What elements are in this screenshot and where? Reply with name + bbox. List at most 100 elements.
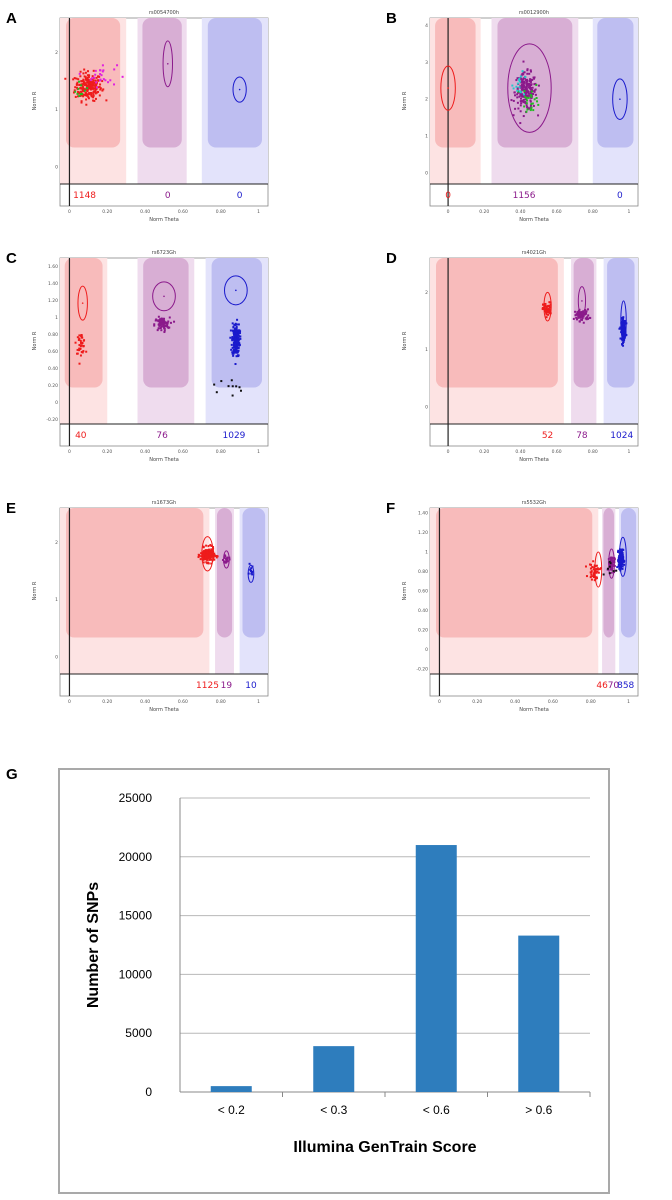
data-point-cyan — [511, 84, 514, 87]
genotype-count-blue: 10 — [245, 681, 257, 691]
data-point-purple — [525, 91, 528, 94]
x-tick-label: > 0.6 — [525, 1103, 552, 1117]
y-tick-label: 1.20 — [418, 530, 428, 536]
genotype-count-red: 52 — [542, 431, 553, 441]
data-point-blue — [619, 567, 622, 570]
y-tick-label: 1.60 — [48, 264, 58, 270]
data-point-purple — [578, 320, 581, 323]
data-point-black — [606, 567, 609, 570]
data-point-red — [75, 83, 78, 86]
data-point-purple — [531, 93, 534, 96]
data-point-green — [74, 90, 77, 93]
x-tick-label: 0.80 — [586, 699, 596, 705]
panel-label-a: A — [6, 10, 17, 27]
data-point-purple — [533, 76, 536, 79]
data-point-purple — [525, 92, 528, 95]
data-point-blue — [618, 548, 621, 551]
data-point-blue — [248, 562, 251, 565]
bar — [210, 1086, 252, 1092]
data-point-blue — [621, 560, 624, 563]
data-point-purple — [583, 312, 586, 315]
data-point-red — [80, 100, 83, 103]
data-point-purple — [166, 322, 169, 325]
scatter-plot-a: rs0054700h 0 1 2 0 0.20 0.40 0.60 0.80 1 Norm Thet… — [28, 8, 274, 230]
y-tick-label: 1 — [55, 597, 58, 603]
data-point-blue — [237, 339, 240, 342]
data-point-red — [89, 80, 92, 83]
data-point-red — [216, 555, 219, 558]
data-point-purple — [522, 60, 525, 63]
data-point-purple — [157, 323, 160, 326]
data-point-purple — [525, 78, 528, 81]
data-point-purple — [520, 74, 523, 77]
data-point-purple — [579, 316, 582, 319]
data-point-red — [209, 543, 212, 546]
data-point-purple — [533, 83, 536, 86]
data-point-red — [591, 566, 594, 569]
y-tick-label: 1 — [425, 549, 428, 555]
scatter-svg: rs4021Gh 0 1 2 0 0.20 0.40 0.60 0.80 1 Norm Theta N… — [402, 250, 639, 463]
cluster-ellipse-purple — [507, 43, 552, 133]
data-point-red — [590, 573, 593, 576]
data-point-blue — [622, 327, 625, 330]
x-axis-label: Norm Theta — [149, 217, 179, 223]
data-point-red — [205, 553, 208, 556]
data-point-blue — [236, 344, 239, 347]
data-point-red — [592, 575, 595, 578]
x-axis-label: Norm Theta — [149, 707, 179, 713]
panel-label-d: D — [386, 250, 397, 267]
data-point-red — [92, 94, 95, 97]
data-point-red — [83, 81, 86, 84]
data-point-red — [85, 93, 88, 96]
data-point-purple — [530, 83, 533, 86]
data-point-purple — [526, 82, 529, 85]
data-point-red — [101, 80, 104, 83]
data-point-red — [205, 561, 208, 564]
data-point-red — [90, 86, 93, 89]
data-point-cyan — [516, 89, 519, 92]
data-point-red — [547, 304, 550, 307]
data-point-black — [608, 572, 611, 575]
data-point-purple — [529, 99, 532, 102]
data-point-purple — [510, 99, 513, 102]
data-point-black — [231, 394, 234, 397]
data-point-green — [530, 102, 533, 105]
data-point-red — [98, 94, 101, 97]
x-tick-label: 0 — [68, 699, 71, 705]
y-tick-label: 15000 — [119, 909, 153, 923]
data-point-magenta — [78, 72, 81, 75]
data-point-blue — [235, 340, 238, 343]
data-point-blue — [620, 331, 623, 334]
data-point-blue — [234, 349, 237, 352]
data-point-blue — [235, 339, 238, 342]
data-point-red — [86, 76, 89, 79]
panel-label-e: E — [6, 500, 17, 517]
x-tick-label: 1 — [257, 699, 260, 705]
data-point-purple — [575, 316, 578, 319]
x-tick-label: 0.40 — [140, 209, 150, 215]
data-point-red — [201, 554, 204, 557]
data-point-blue — [620, 560, 623, 563]
data-point-green — [83, 89, 86, 92]
x-tick-label: 0 — [447, 209, 450, 215]
data-point-red — [102, 88, 105, 91]
data-point-red — [82, 72, 85, 75]
data-point-red — [92, 84, 95, 87]
data-point-blue — [621, 326, 624, 329]
data-point-blue — [623, 323, 626, 326]
data-point-blue — [619, 569, 622, 572]
x-tick-label: 0.80 — [216, 449, 226, 455]
data-point-red — [590, 563, 593, 566]
data-point-blue — [251, 565, 254, 568]
data-point-red — [95, 76, 98, 79]
data-point-blue — [236, 318, 239, 321]
data-point-red — [81, 342, 84, 345]
data-point-magenta — [99, 69, 102, 72]
cluster-ellipse-red — [77, 285, 88, 321]
data-point-red — [90, 93, 93, 96]
x-axis-label: Norm Theta — [519, 217, 549, 223]
data-point-green — [78, 95, 81, 98]
data-point-red — [83, 88, 86, 91]
data-point-purple — [526, 69, 529, 72]
genotype-count-purple: 19 — [221, 681, 233, 691]
